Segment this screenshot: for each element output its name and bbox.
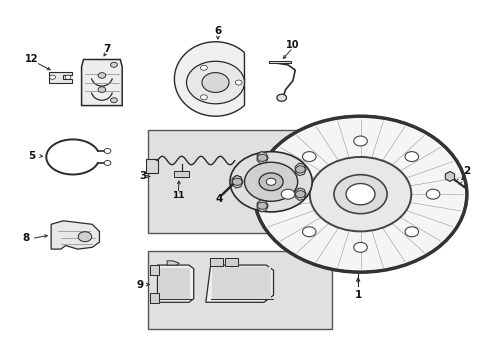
Polygon shape bbox=[51, 221, 99, 249]
Circle shape bbox=[302, 227, 315, 237]
Circle shape bbox=[276, 94, 286, 101]
Circle shape bbox=[65, 75, 71, 79]
Text: 5: 5 bbox=[28, 151, 35, 161]
Circle shape bbox=[257, 154, 266, 161]
Polygon shape bbox=[81, 59, 122, 105]
Text: 8: 8 bbox=[22, 234, 30, 243]
FancyBboxPatch shape bbox=[149, 265, 159, 275]
Polygon shape bbox=[257, 152, 267, 164]
FancyBboxPatch shape bbox=[224, 258, 237, 266]
Circle shape bbox=[346, 184, 374, 205]
Circle shape bbox=[110, 62, 117, 67]
Circle shape bbox=[229, 152, 311, 212]
Text: 3: 3 bbox=[139, 171, 146, 181]
FancyBboxPatch shape bbox=[149, 293, 159, 303]
Circle shape bbox=[265, 178, 275, 185]
Bar bbox=[158, 268, 189, 299]
Bar bbox=[211, 267, 270, 300]
Polygon shape bbox=[295, 163, 305, 176]
Polygon shape bbox=[233, 175, 241, 185]
Circle shape bbox=[257, 202, 266, 209]
Circle shape bbox=[232, 178, 242, 185]
Circle shape bbox=[98, 73, 105, 78]
Circle shape bbox=[200, 65, 207, 70]
Text: 4: 4 bbox=[215, 194, 223, 204]
Polygon shape bbox=[174, 42, 244, 116]
Bar bbox=[146, 159, 158, 173]
Circle shape bbox=[244, 162, 297, 201]
Circle shape bbox=[104, 161, 111, 166]
Text: 6: 6 bbox=[214, 26, 221, 36]
Circle shape bbox=[281, 189, 294, 199]
Text: 7: 7 bbox=[103, 44, 110, 54]
Polygon shape bbox=[231, 176, 243, 188]
Circle shape bbox=[302, 152, 315, 162]
Circle shape bbox=[353, 242, 366, 252]
Circle shape bbox=[404, 152, 418, 162]
Text: 2: 2 bbox=[462, 166, 469, 176]
Circle shape bbox=[202, 73, 228, 93]
FancyBboxPatch shape bbox=[210, 258, 223, 266]
Circle shape bbox=[404, 227, 418, 237]
Circle shape bbox=[186, 61, 244, 104]
Polygon shape bbox=[49, 72, 72, 82]
Circle shape bbox=[295, 191, 305, 198]
Circle shape bbox=[333, 175, 386, 214]
Circle shape bbox=[98, 87, 105, 93]
Circle shape bbox=[104, 148, 111, 153]
Circle shape bbox=[78, 232, 92, 242]
Circle shape bbox=[353, 136, 366, 146]
Circle shape bbox=[50, 75, 55, 79]
Circle shape bbox=[235, 80, 242, 85]
Polygon shape bbox=[295, 188, 305, 201]
Text: 11: 11 bbox=[172, 192, 184, 201]
Circle shape bbox=[254, 116, 466, 272]
Circle shape bbox=[309, 157, 410, 231]
Text: 10: 10 bbox=[285, 40, 299, 50]
Polygon shape bbox=[205, 265, 273, 302]
Bar bbox=[147, 130, 331, 233]
Polygon shape bbox=[257, 199, 267, 212]
Text: 1: 1 bbox=[354, 290, 361, 300]
Bar bbox=[174, 171, 188, 177]
Polygon shape bbox=[445, 171, 454, 181]
Circle shape bbox=[426, 189, 439, 199]
Circle shape bbox=[200, 95, 207, 100]
Text: 12: 12 bbox=[25, 54, 39, 64]
Circle shape bbox=[295, 166, 305, 173]
Text: 9: 9 bbox=[137, 280, 144, 289]
Circle shape bbox=[259, 173, 283, 191]
Polygon shape bbox=[167, 261, 179, 265]
Polygon shape bbox=[157, 265, 193, 302]
Bar bbox=[147, 251, 331, 329]
Circle shape bbox=[110, 98, 117, 103]
